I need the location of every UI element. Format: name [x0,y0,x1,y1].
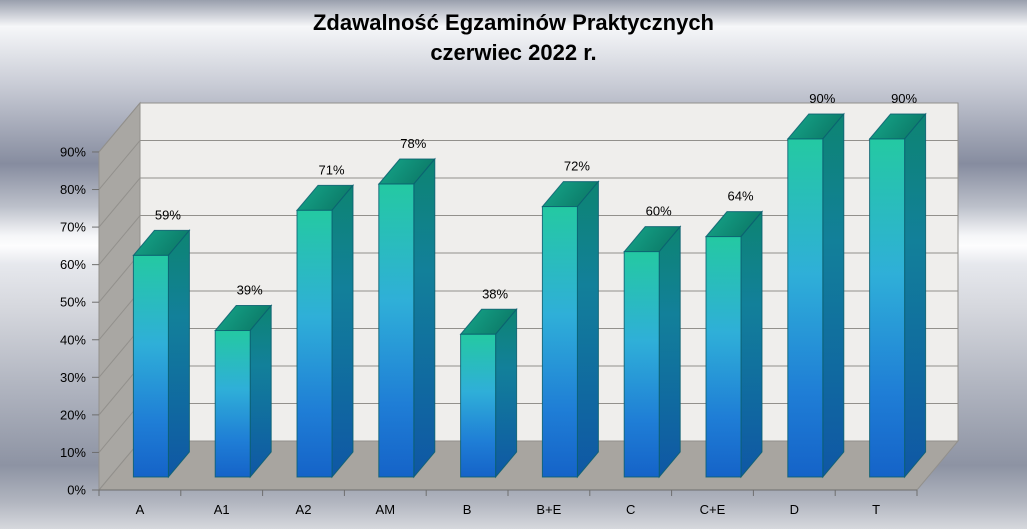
bar-D-value-label: 90% [809,91,835,106]
bar-A2 [295,183,355,479]
bar-AM [377,157,436,479]
bars [132,112,927,479]
axes [92,151,918,496]
bar-AM-front-face [378,183,415,478]
bar-T-value-label: 90% [891,91,917,106]
bar-B+E-value-label: 72% [564,159,590,174]
bar-B+E-side-face [576,180,599,479]
bar-T-front-face [869,138,906,478]
x-axis-labels: A A1 A2 AM B B+E C C+E D T [136,502,881,517]
bar-AM-side-face [413,157,436,479]
x-axis-label-C+E: C+E [700,502,726,517]
y-axis-label-80: 80% [60,182,86,197]
y-axis-label-40: 40% [60,332,86,347]
bar-A2-front-face [296,209,333,478]
bar-C+E [704,210,764,479]
x-axis-label-D: D [790,502,799,517]
bar-A2-value-label: 71% [318,162,344,177]
bar-D-side-face [822,112,845,479]
gridline-side-wall [98,102,141,153]
y-axis-labels: 0% 10% 20% 30% 40% 50% 60% 70% 80% 90% [60,144,86,497]
gridline-side-wall [98,215,141,265]
x-axis-label-C: C [626,502,635,517]
bar-A2-side-face [331,183,354,479]
gridline-side-wall [98,140,141,190]
bar-A1 [214,304,273,479]
bar-D [786,112,845,479]
bar-C [623,225,682,479]
bar-C-value-label: 60% [646,204,672,219]
chart-title: Zdawalność Egzaminów Praktycznych czerwi… [0,8,1027,68]
x-axis-label-A: A [136,502,145,517]
bar-A1-side-face [249,304,272,479]
bar-D-front-face [787,138,824,478]
gridline-side-wall [98,177,141,228]
x-axis-label-B+E: B+E [536,502,561,517]
x-axis-label-A2: A2 [296,502,312,517]
bar-A-front-face [132,254,169,478]
bar-B-side-face [495,307,518,479]
y-axis-label-50: 50% [60,295,86,310]
bar-A1-front-face [214,330,251,478]
chart-title-line1: Zdawalność Egzaminów Praktycznych [312,10,714,35]
bar-A [132,229,191,479]
x-axis-label-T: T [872,502,880,517]
y-axis-label-60: 60% [60,257,86,272]
bar-B-value-label: 38% [482,286,508,301]
bar-B [459,307,518,479]
bar-A1-value-label: 39% [237,283,263,298]
y-axis-label-30: 30% [60,370,86,385]
bar-C-side-face [658,225,681,479]
bar-C+E-value-label: 64% [727,189,753,204]
y-axis-label-90: 90% [60,144,86,159]
bar-B+E [541,180,600,479]
bar-C+E-side-face [740,210,763,479]
y-axis-label-0: 0% [67,483,86,498]
x-axis-label-B: B [463,502,472,517]
bar-C+E-front-face [705,236,742,478]
bar-C-front-face [623,251,660,478]
y-axis-label-10: 10% [60,445,86,460]
bar-A-value-label: 59% [155,207,181,222]
x-axis-label-AM: AM [376,502,396,517]
bar-A-side-face [167,229,190,479]
x-axis-label-A1: A1 [214,502,230,517]
bar-T [868,112,927,479]
chart-title-line2: czerwiec 2022 r. [430,40,597,65]
bar-AM-value-label: 78% [400,136,426,151]
y-axis-label-70: 70% [60,220,86,235]
bar-B+E-front-face [541,206,578,478]
bar-B-front-face [460,333,497,478]
y-axis-label-20: 20% [60,407,86,422]
bar-T-side-face [904,112,927,479]
